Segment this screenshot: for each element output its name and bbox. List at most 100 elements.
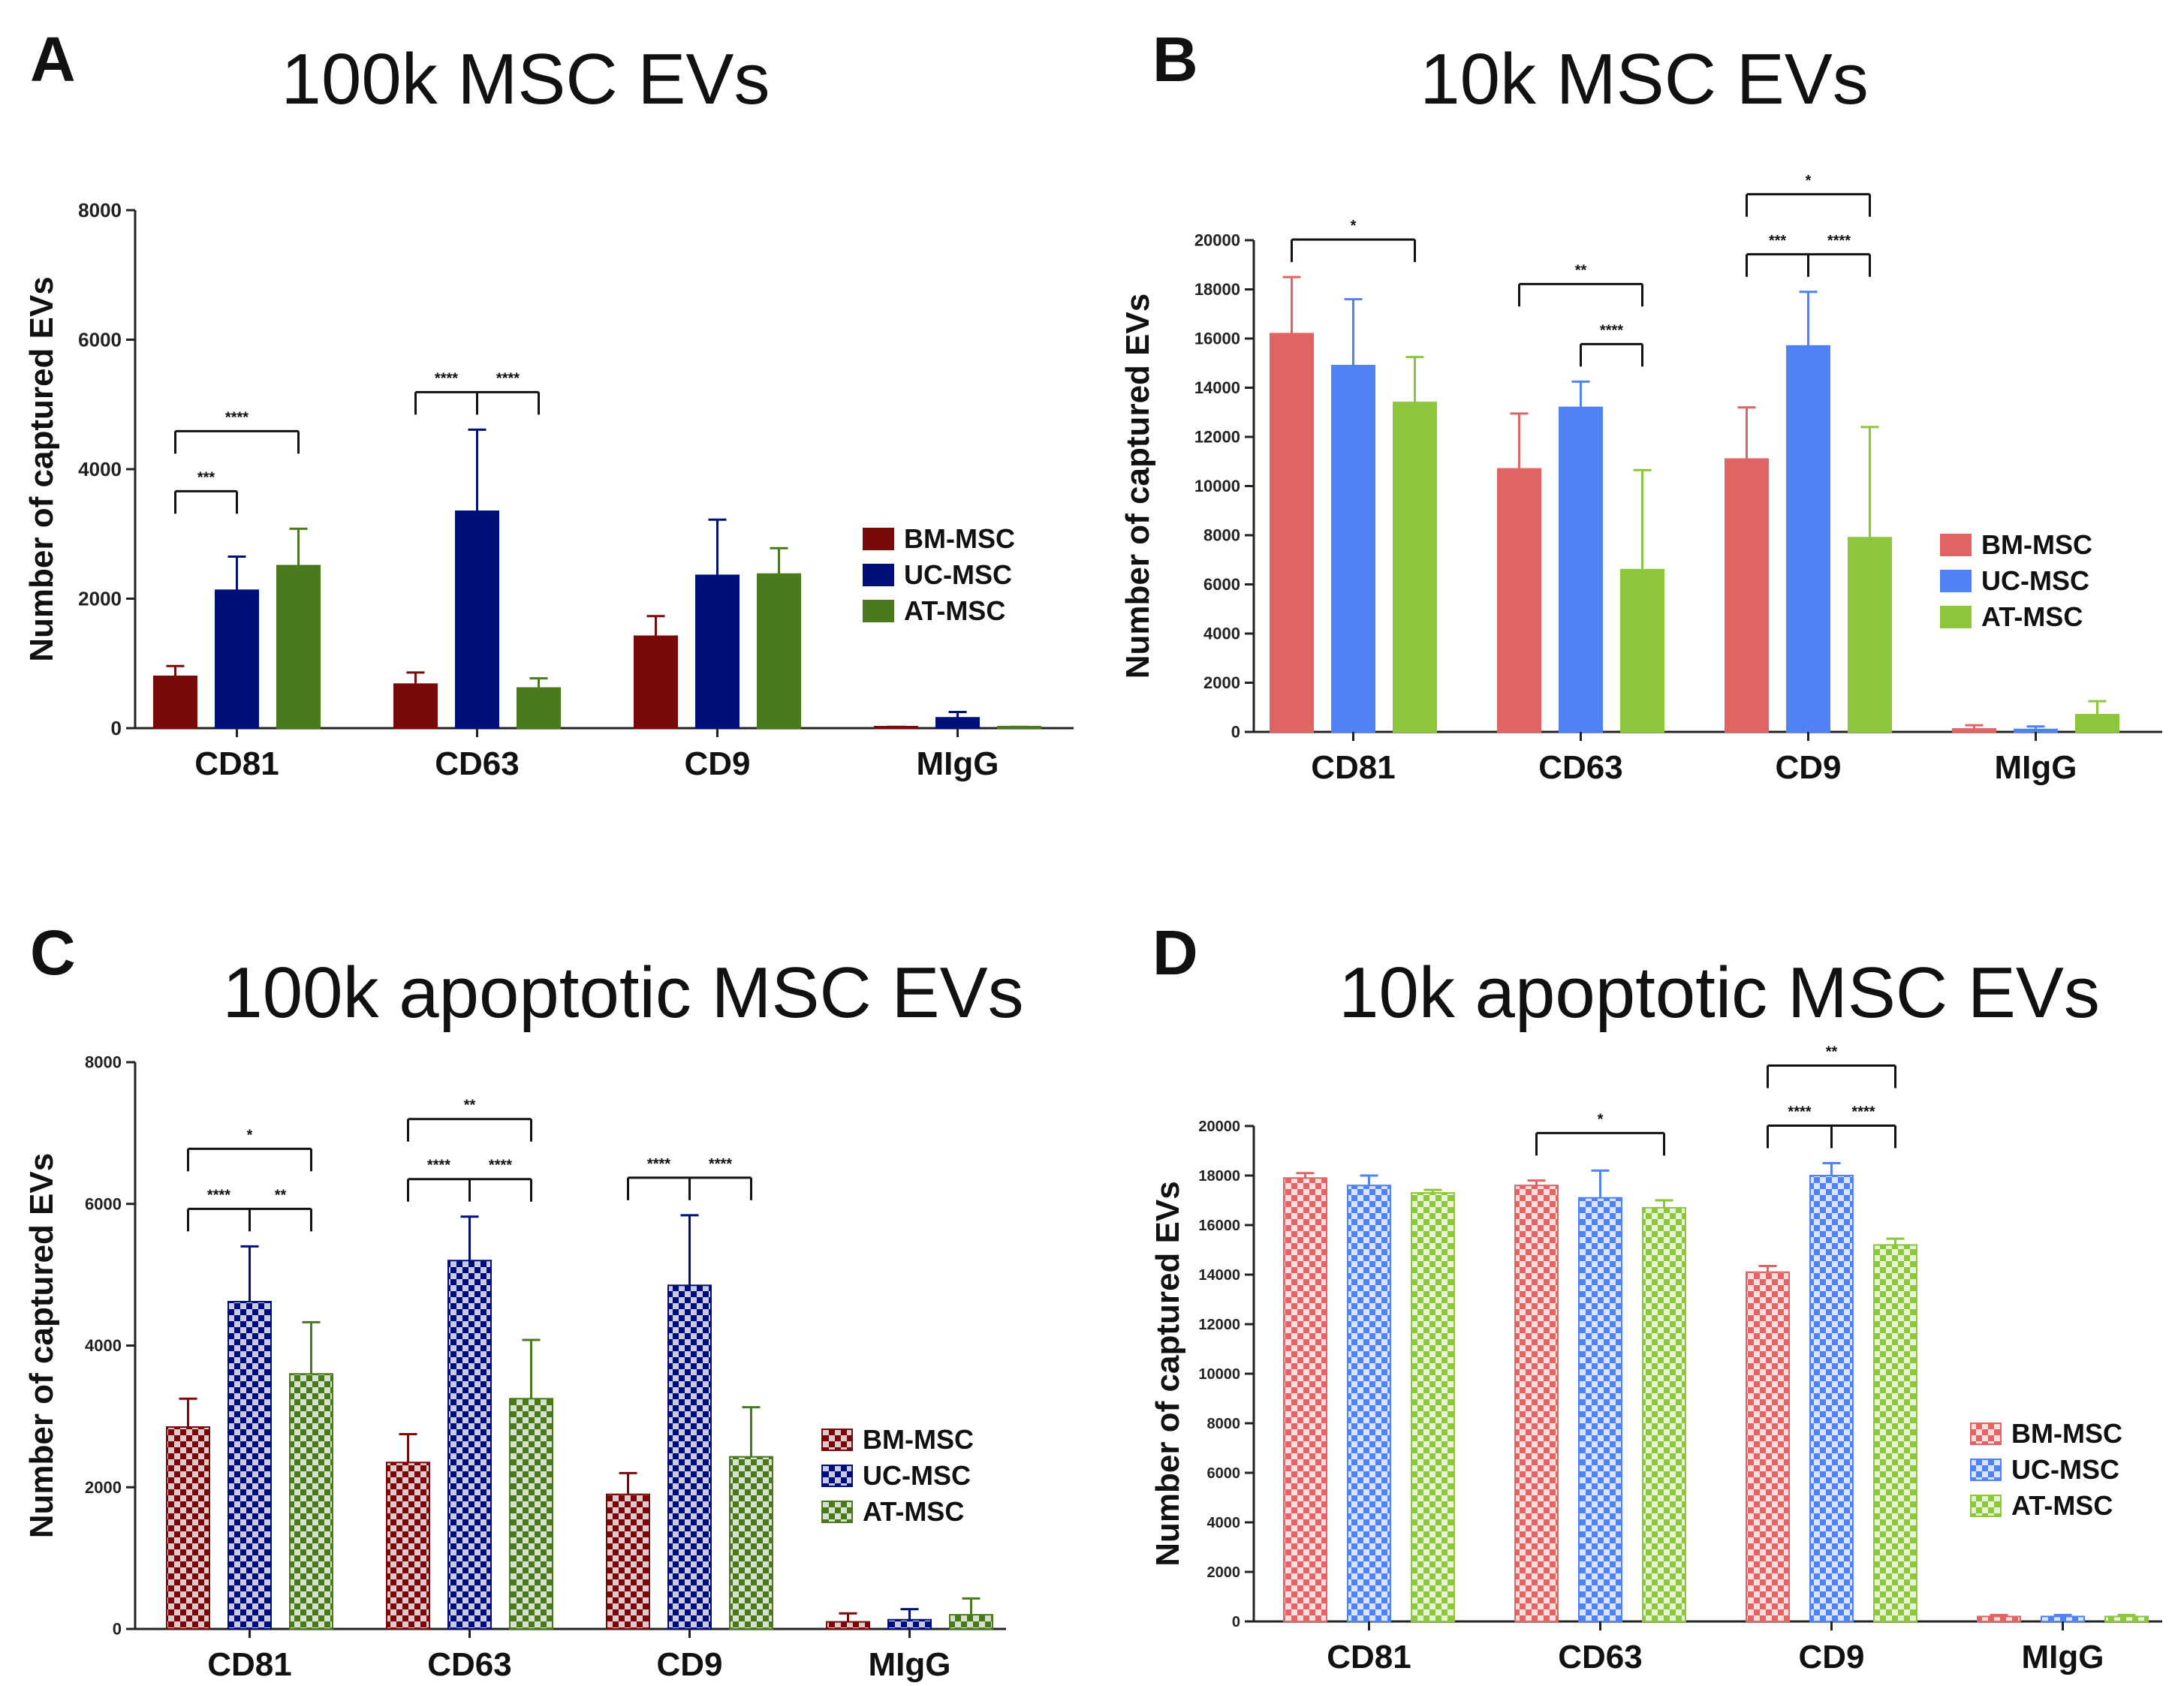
y-axis-label: Number of captured EVs	[1149, 1181, 1186, 1566]
legend: BM-MSC UC-MSC AT-MSC	[1970, 1418, 2122, 1521]
x-tick-label: MIgG	[2022, 1639, 2104, 1675]
significance-label: ****	[647, 1156, 670, 1173]
bar-migg-uc-msc	[2014, 728, 2058, 733]
y-tick-label: 12000	[1198, 1317, 1240, 1333]
x-tick-label: CD81	[1311, 749, 1396, 786]
y-axis-label: Number of captured EVs	[23, 276, 60, 661]
panel-letter: A	[30, 24, 76, 95]
significance-bracket: *	[187, 1127, 312, 1172]
legend-label: AT-MSC	[2011, 1490, 2113, 1521]
significance-bracket: **** ****	[414, 370, 540, 415]
legend-swatch-at-msc	[1940, 606, 1972, 628]
bar-cd9-uc-msc	[667, 1284, 712, 1630]
x-tick-label: CD63	[1538, 749, 1623, 786]
significance-bracket: **	[1518, 262, 1643, 307]
bar-cd81-uc-msc	[215, 589, 259, 729]
significance-label: ****	[435, 370, 458, 387]
legend-swatch-uc-msc	[1970, 1459, 2002, 1481]
significance-label: *	[247, 1127, 253, 1143]
bar-migg-bm-msc	[1977, 1615, 2021, 1622]
y-tick-label: 8000	[78, 199, 122, 221]
bar-cd81-uc-msc	[1347, 1185, 1391, 1622]
legend-swatch-bm-msc	[821, 1429, 853, 1451]
x-tick-label: CD81	[207, 1646, 292, 1683]
x-tick-label: MIgG	[869, 1646, 951, 1683]
y-tick-label: 0	[111, 717, 122, 739]
significance-bracket: *** ****	[1746, 233, 1871, 277]
significance-label: ****	[1827, 233, 1851, 249]
bar-cd63-at-msc	[1642, 1206, 1686, 1622]
chart-title: 100k MSC EVs	[282, 39, 770, 119]
significance-bracket: **	[1767, 1044, 1896, 1088]
chart-title: 10k apoptotic MSC EVs	[1339, 953, 2100, 1033]
legend-label: BM-MSC	[904, 523, 1015, 554]
x-tick-label: CD63	[1558, 1639, 1643, 1675]
legend-swatch-bm-msc	[1970, 1423, 2002, 1445]
significance-bracket: **	[407, 1097, 532, 1142]
legend-label: AT-MSC	[863, 1496, 964, 1527]
bar-cd81-bm-msc	[1270, 333, 1314, 733]
x-tick-label: MIgG	[917, 745, 999, 782]
bar-cd81-uc-msc	[1331, 365, 1375, 733]
significance-bracket: **** ****	[627, 1156, 752, 1200]
x-tick-label: CD81	[1327, 1639, 1411, 1675]
y-tick-label: 6000	[85, 1194, 122, 1213]
significance-bracket: **** ****	[407, 1158, 532, 1202]
significance-label: ****	[1788, 1104, 1811, 1121]
significance-label: ****	[427, 1158, 450, 1174]
significance-label: *	[1806, 173, 1812, 189]
y-tick-label: 0	[1231, 723, 1240, 742]
y-axis-label: Number of captured EVs	[1119, 294, 1156, 679]
bar-cd63-uc-msc	[455, 510, 499, 729]
legend-label: UC-MSC	[1981, 565, 2089, 596]
y-tick-label: 2000	[1207, 1564, 1241, 1581]
legend-swatch-uc-msc	[1940, 570, 1972, 592]
legend-swatch-at-msc	[863, 600, 894, 622]
panel-d: D 10k apoptotic MSC EVs 0 2000 4000 6000 8000 1…	[1149, 917, 2162, 1675]
panel-c: C 100k apoptotic MSC EVs 0 2000 4000 6000 8000…	[23, 917, 1024, 1683]
y-tick-label: 20000	[1194, 231, 1240, 250]
legend-label: BM-MSC	[863, 1424, 974, 1455]
legend-label: AT-MSC	[904, 595, 1005, 626]
bar-cd63-bm-msc	[1497, 468, 1541, 733]
legend-swatch-bm-msc	[1940, 534, 1972, 556]
bar-cd63-uc-msc	[447, 1260, 492, 1630]
legend-label: AT-MSC	[1981, 601, 2083, 632]
significance-bracket: ****	[1580, 322, 1643, 367]
significance-bracket: **** ****	[1767, 1104, 1896, 1149]
y-tick-label: 0	[113, 1620, 122, 1639]
bar-cd81-at-msc	[289, 1373, 333, 1630]
y-tick-label: 4000	[1203, 625, 1240, 643]
y-tick-label: 16000	[1198, 1218, 1240, 1234]
legend-swatch-at-msc	[821, 1501, 853, 1523]
legend: BM-MSC UC-MSC AT-MSC	[1940, 529, 2092, 632]
bar-cd81-bm-msc	[153, 676, 197, 729]
y-tick-label: 2000	[78, 588, 122, 610]
significance-label: **	[1826, 1044, 1838, 1061]
legend-label: UC-MSC	[904, 559, 1012, 590]
legend-swatch-bm-msc	[863, 528, 894, 550]
chart-title: 10k MSC EVs	[1420, 39, 1869, 119]
y-tick-label: 12000	[1194, 428, 1240, 447]
bar-migg-at-msc	[2075, 714, 2119, 733]
significance-label: *	[1351, 218, 1357, 234]
bar-cd9-bm-msc	[606, 1493, 650, 1630]
significance-label: ***	[1769, 233, 1787, 249]
significance-label: ****	[489, 1158, 512, 1174]
y-tick-label: 8000	[85, 1053, 122, 1072]
panel-a: A 100k MSC EVs 0 2000 4000 6000 8000 Number of …	[23, 24, 1074, 782]
y-tick-label: 16000	[1194, 330, 1240, 348]
bar-cd63-uc-msc	[1559, 406, 1603, 733]
significance-bracket: *	[1746, 173, 1871, 217]
bar-cd9-at-msc	[729, 1456, 773, 1630]
significance-bracket: *	[1291, 218, 1416, 263]
significance-label: ****	[709, 1156, 732, 1173]
bar-cd81-bm-msc	[166, 1426, 210, 1630]
y-tick-label: 4000	[1207, 1515, 1241, 1531]
bar-migg-at-msc	[949, 1614, 993, 1630]
x-tick-label: CD9	[1798, 1639, 1864, 1675]
bar-migg-uc-msc	[887, 1618, 932, 1630]
significance-label: ****	[225, 409, 249, 426]
bar-cd9-uc-msc	[1809, 1175, 1854, 1622]
